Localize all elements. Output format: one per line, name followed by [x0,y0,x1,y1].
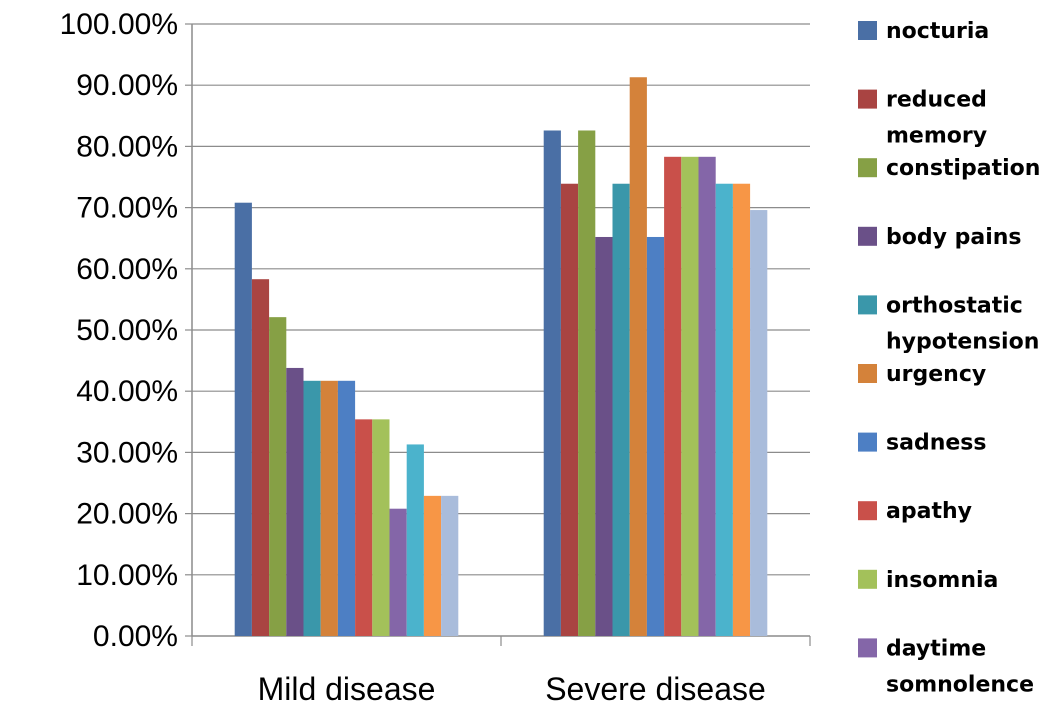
y-tick-label: 30.00% [76,436,178,469]
legend-swatch [858,432,877,452]
legend-swatch [858,89,877,109]
y-tick-label: 90.00% [76,69,178,102]
y-tick-label: 40.00% [76,375,178,408]
bar [423,495,442,636]
legend-label-line: hypotension [886,329,1039,354]
legend-label-line: daytime [886,636,986,661]
x-category-label: Mild disease [258,671,436,703]
legend-label: daytime somnolence [886,636,1034,697]
bar [543,130,561,636]
legend-swatch [858,638,877,658]
bar [337,380,356,636]
bar [646,236,665,636]
bar [629,77,647,636]
bar [750,210,768,636]
bar [698,156,716,636]
legend-label: apathy [886,499,972,524]
legend-label-line: somnolence [886,672,1034,697]
y-tick-label: 80.00% [76,130,178,163]
legend-label: nocturia [886,19,989,44]
legend-swatch [858,364,877,383]
legend-label: insomnia [886,568,998,593]
bar [389,508,407,636]
legend-label: reduced memory [886,88,987,149]
bar [578,130,596,636]
bar [372,419,390,636]
legend-label: sadness [886,431,986,456]
bar [251,279,270,636]
legend-swatch [858,569,877,589]
legend-swatch [858,226,877,246]
bar [303,380,321,636]
legend-swatch [858,295,877,315]
bar [715,183,733,636]
legend-label: constipation [886,156,1040,181]
bar [320,380,338,636]
legend-swatch [858,501,877,521]
legend-label-line: orthostatic [886,293,1023,318]
x-axis-category-labels: Mild disease Severe disease [258,671,766,703]
bars [234,77,768,637]
bar [441,495,459,636]
bar [269,317,287,636]
bar [732,183,751,636]
bar [612,183,630,636]
bar [355,419,373,636]
legend-label: urgency [886,362,986,387]
x-category-label: Severe disease [545,671,766,703]
legend-swatch [858,21,877,40]
legend-label-line: memory [886,124,987,149]
y-tick-label: 60.00% [76,253,178,286]
legend-label-line: reduced [886,88,987,113]
bar [234,202,252,637]
y-tick-label: 100.00% [60,8,178,41]
bar [286,367,304,636]
bar [560,183,579,636]
bar [595,236,613,636]
y-tick-label: 10.00% [76,559,178,592]
legend-swatch [858,158,877,178]
legend: nocturia reduced memory constipation body pa… [858,19,1040,697]
y-tick-label: 50.00% [76,314,178,347]
legend-label: body pains [886,225,1022,250]
bar [664,156,682,636]
y-axis-tick-labels: 0.00% 10.00% 20.00% 30.00% 40.00% 50.00% 60.00… [60,8,178,653]
bar [406,444,424,636]
y-tick-label: 70.00% [76,192,178,225]
bar [681,156,699,636]
y-tick-label: 20.00% [76,498,178,531]
y-tick-label: 0.00% [93,620,178,653]
legend-label: orthostatic hypotension [886,293,1039,354]
